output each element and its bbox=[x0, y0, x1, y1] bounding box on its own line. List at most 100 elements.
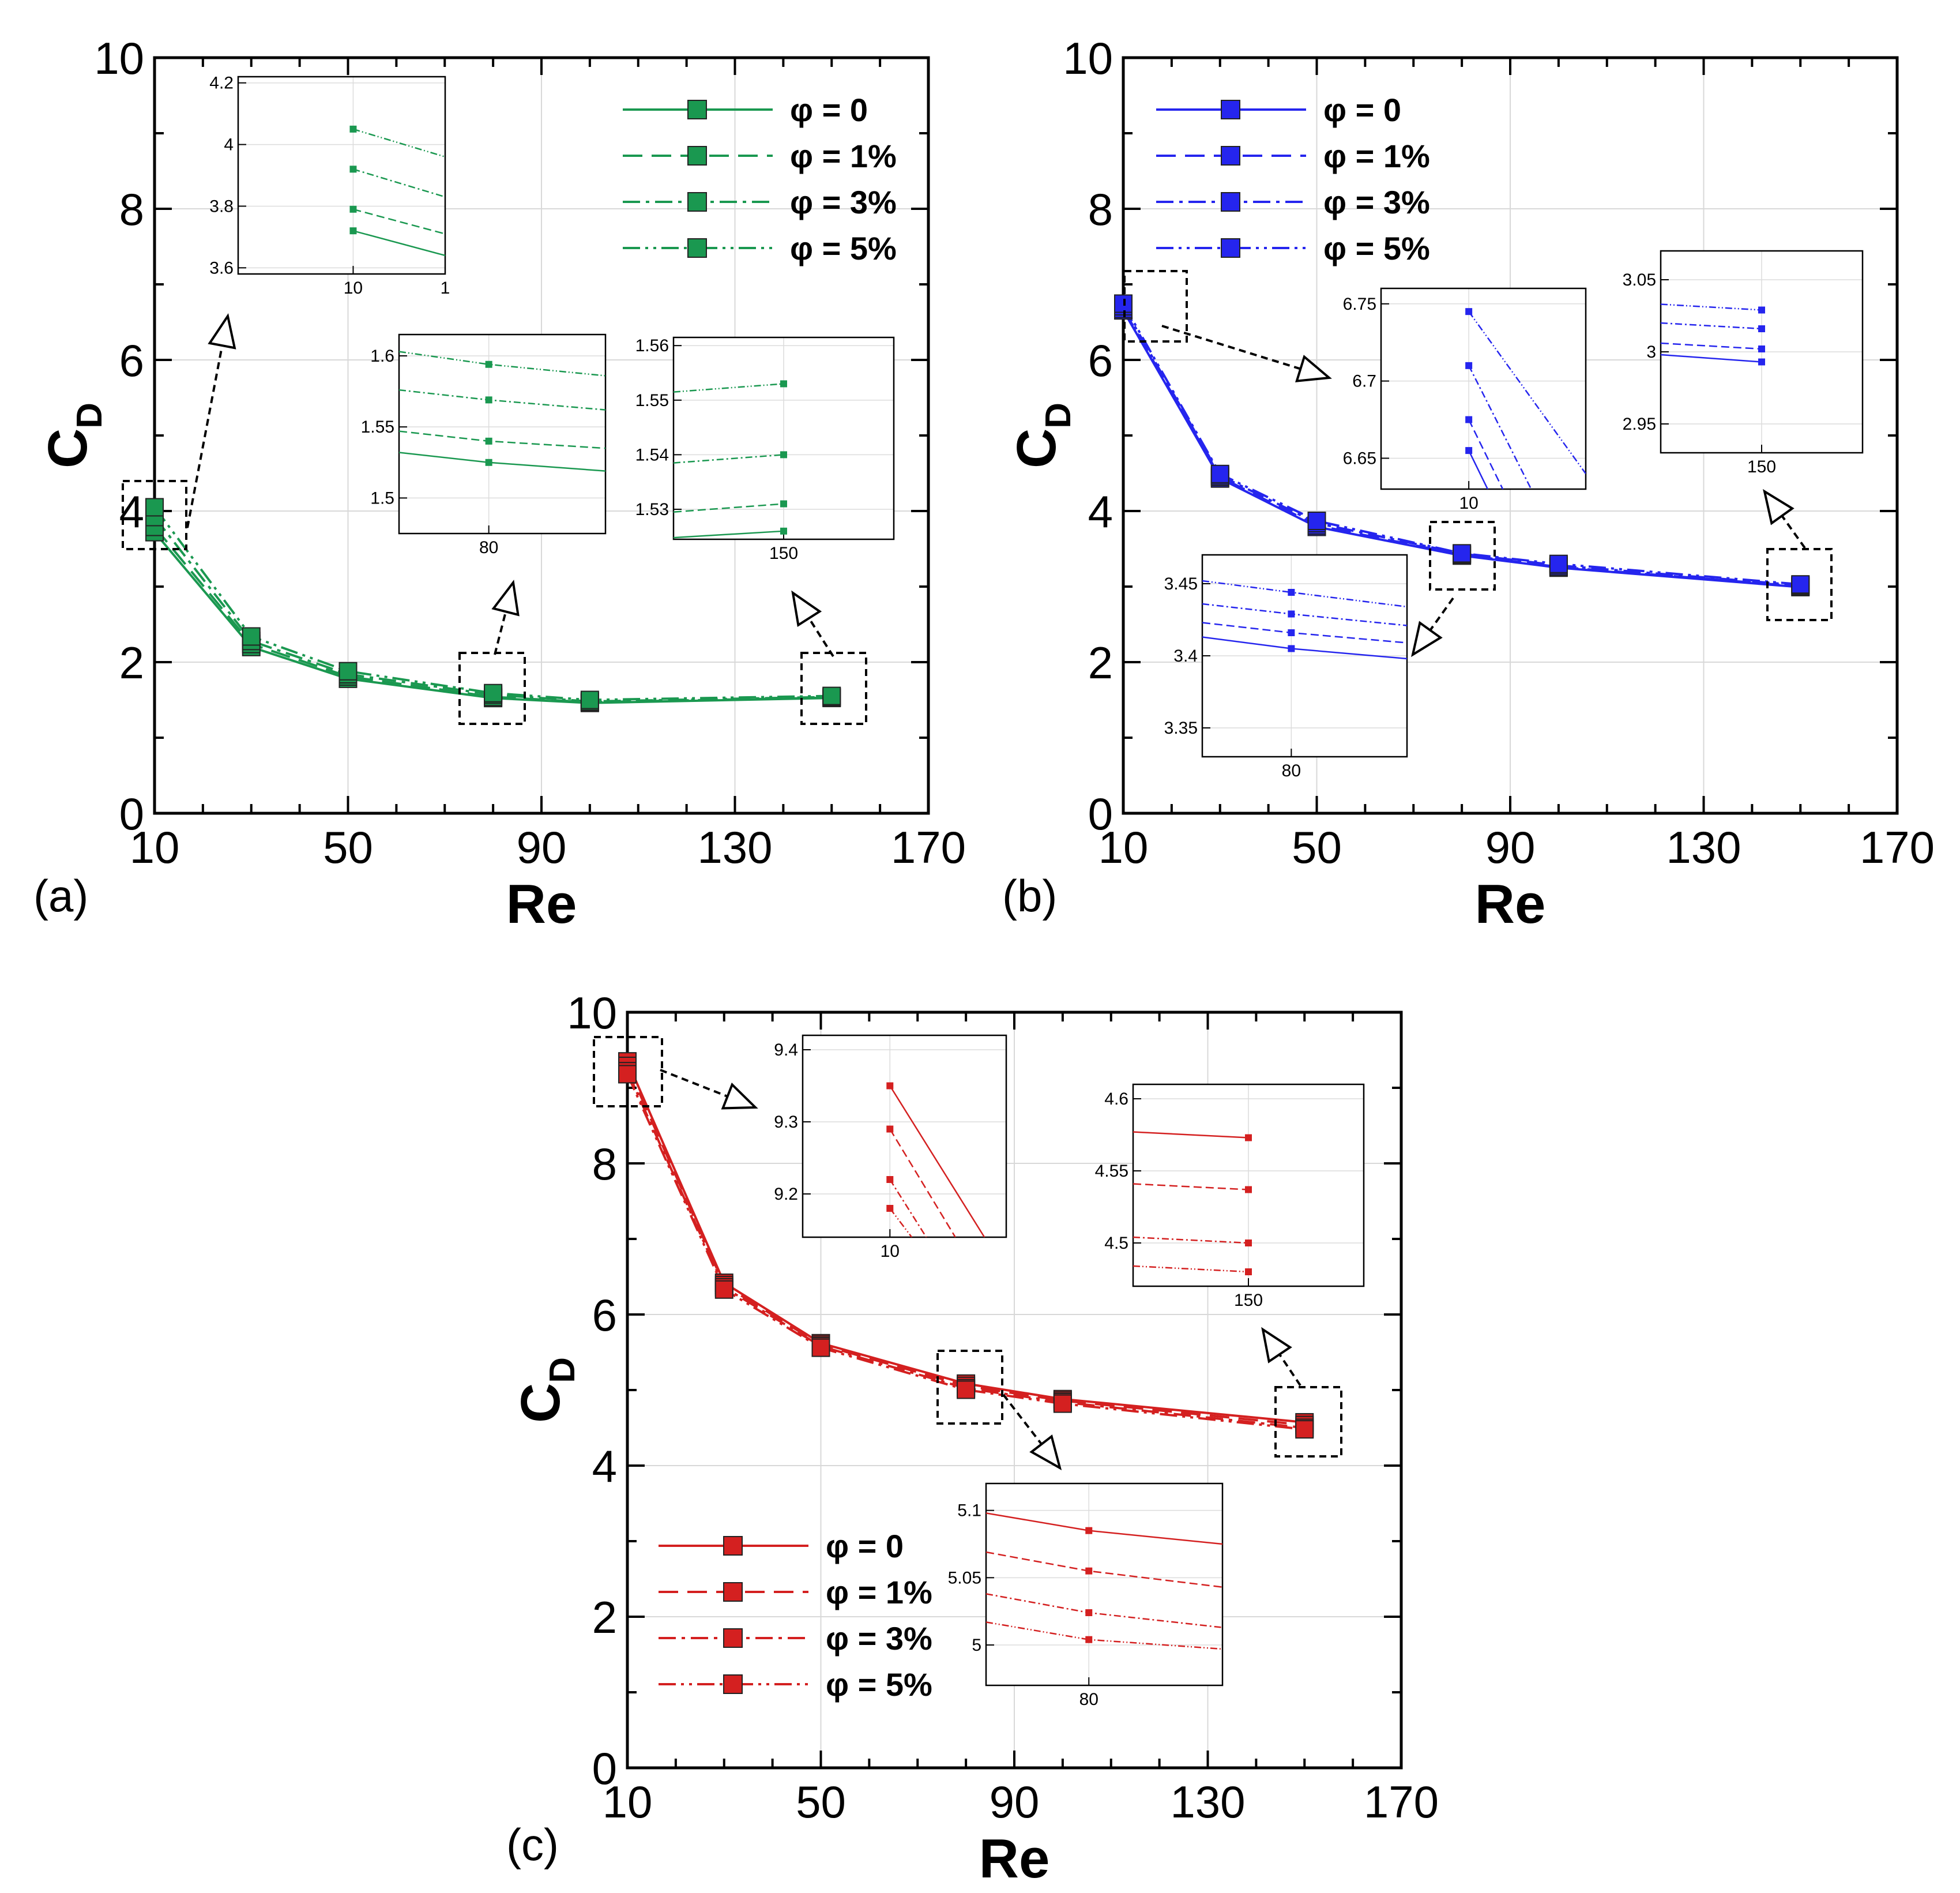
x-tick-label: 90 bbox=[517, 822, 567, 873]
inset-c-re10: 10 9.2 9.3 9.4 bbox=[774, 1034, 1007, 1261]
inset-data-marker bbox=[1758, 345, 1765, 352]
panel-label: (a) bbox=[33, 870, 88, 921]
inset-data-marker bbox=[780, 451, 787, 459]
series-line-0 bbox=[626, 1061, 1305, 1423]
legend-label: φ = 1% bbox=[790, 138, 897, 174]
inset-y-tick-label: 3.35 bbox=[1164, 719, 1198, 738]
inset-series-line-0 bbox=[1661, 354, 1762, 363]
inset-frame bbox=[802, 1034, 1007, 1238]
inset-background bbox=[986, 1483, 1222, 1685]
legend-marker bbox=[687, 238, 707, 258]
inset-data-marker bbox=[1085, 1609, 1093, 1616]
y-tick-label: 2 bbox=[1088, 637, 1113, 688]
inset-x-tick-label: 10 bbox=[881, 1242, 900, 1261]
legend-marker bbox=[1221, 100, 1240, 119]
inset-data-marker bbox=[1465, 308, 1473, 316]
x-tick-label: 170 bbox=[891, 822, 966, 873]
series-line-3 bbox=[626, 1073, 1305, 1431]
zoom-region-box bbox=[122, 480, 187, 550]
legend-label: φ = 5% bbox=[1323, 230, 1430, 266]
panel-label: (c) bbox=[506, 1819, 559, 1870]
inset-c-re80: 80 5 5.05 5.1 bbox=[948, 1482, 1224, 1709]
data-point-marker bbox=[145, 498, 164, 517]
legend-label: φ = 1% bbox=[826, 1574, 932, 1610]
data-point-marker bbox=[1053, 1394, 1072, 1413]
legend-marker bbox=[723, 1582, 743, 1602]
inset-y-tick-label: 4.2 bbox=[209, 74, 234, 93]
inset-data-marker bbox=[1288, 629, 1295, 636]
inset-x-tick-label: 80 bbox=[1282, 761, 1301, 780]
inset-data-marker bbox=[1085, 1527, 1093, 1534]
y-tick-label: 8 bbox=[1088, 184, 1113, 235]
x-tick-label: 50 bbox=[1292, 822, 1342, 873]
inset-background bbox=[803, 1035, 1006, 1237]
inset-y-tick-label: 3 bbox=[1646, 343, 1656, 362]
data-point-marker bbox=[957, 1380, 976, 1399]
legend-label: φ = 5% bbox=[826, 1666, 932, 1703]
inset-b-re10: 10 6.65 6.7 6.75 bbox=[1343, 287, 1587, 513]
inset-b-re150: 150 2.95 3 3.05 bbox=[1623, 250, 1864, 476]
data-point-marker bbox=[580, 690, 599, 709]
inset-frame bbox=[1380, 287, 1587, 490]
inset-data-marker bbox=[485, 459, 492, 466]
series-line-1 bbox=[626, 1065, 1305, 1426]
inset-y-tick-label: 6.65 bbox=[1343, 449, 1376, 468]
zoom-arrow-head bbox=[721, 1082, 758, 1110]
inset-data-marker bbox=[1288, 589, 1295, 596]
inset-x-tick-label: 150 bbox=[1747, 457, 1776, 476]
panel-label: (b) bbox=[1002, 870, 1057, 921]
zoom-arrow-head bbox=[1411, 621, 1443, 658]
inset-x-tick-label: 150 bbox=[769, 544, 798, 563]
legend-marker bbox=[723, 1536, 743, 1556]
zoom-arrow-line bbox=[660, 1069, 728, 1098]
legend: φ = 0 φ = 1% φ = 3% φ = 5% bbox=[623, 92, 897, 266]
inset-series-line-0 bbox=[353, 230, 445, 257]
inset-y-tick-label: 4 bbox=[224, 136, 234, 155]
zoom-region-box bbox=[800, 652, 867, 725]
inset-series-line-1 bbox=[889, 1128, 956, 1237]
zoom-arrow-line bbox=[1781, 515, 1806, 549]
inset-data-marker bbox=[780, 500, 787, 508]
inset-y-tick-label: 5.05 bbox=[948, 1568, 981, 1587]
series-line-1 bbox=[153, 526, 832, 704]
y-axis-title-subscript: D bbox=[543, 1357, 582, 1383]
x-tick-label: 10 bbox=[130, 822, 180, 873]
inset-series-line-1 bbox=[353, 208, 445, 235]
inset-a-re10: 10 1 3.6 3.8 4 4.2 bbox=[209, 74, 450, 298]
legend-label: φ = 0 bbox=[1323, 92, 1401, 128]
inset-series-line-2 bbox=[889, 1179, 927, 1237]
inset-x-tick-label: 1 bbox=[441, 279, 450, 298]
inset-y-tick-label: 1.53 bbox=[635, 500, 669, 519]
inset-data bbox=[399, 351, 605, 472]
y-axis-title-subscript: D bbox=[70, 403, 110, 429]
zoom-arrow-line bbox=[186, 345, 224, 528]
inset-y-tick-label: 9.4 bbox=[774, 1041, 798, 1060]
inset-y-tick-label: 1.6 bbox=[370, 347, 394, 366]
y-tick-label: 0 bbox=[592, 1743, 617, 1794]
inset-frame bbox=[985, 1482, 1224, 1687]
inset-data bbox=[886, 1082, 985, 1237]
inset-series-line-1 bbox=[1133, 1183, 1249, 1190]
data-point-marker bbox=[1295, 1420, 1314, 1439]
y-tick-label: 8 bbox=[119, 184, 144, 235]
data-point-marker bbox=[618, 1065, 637, 1084]
inset-data-marker bbox=[1245, 1186, 1252, 1193]
inset-series-line-0 bbox=[674, 530, 784, 539]
legend-marker bbox=[687, 100, 707, 119]
inset-y-tick-label: 4.55 bbox=[1095, 1162, 1128, 1181]
y-tick-label: 2 bbox=[592, 1592, 617, 1643]
inset-series-line-2 bbox=[674, 454, 784, 464]
data-point-marker bbox=[714, 1280, 733, 1299]
data-point-marker bbox=[822, 686, 841, 705]
inset-y-tick-label: 2.95 bbox=[1623, 415, 1656, 434]
x-tick-label: 50 bbox=[796, 1776, 846, 1827]
y-axis-title: CD bbox=[510, 1357, 582, 1423]
y-tick-label: 10 bbox=[94, 33, 144, 84]
inset-background bbox=[1381, 288, 1586, 489]
data-point-marker bbox=[811, 1338, 830, 1357]
inset-y-tick-label: 5 bbox=[972, 1636, 981, 1655]
zoom-arrow-line bbox=[1278, 1354, 1301, 1387]
inset-data-marker bbox=[886, 1205, 894, 1212]
x-tick-label: 10 bbox=[603, 1776, 653, 1827]
